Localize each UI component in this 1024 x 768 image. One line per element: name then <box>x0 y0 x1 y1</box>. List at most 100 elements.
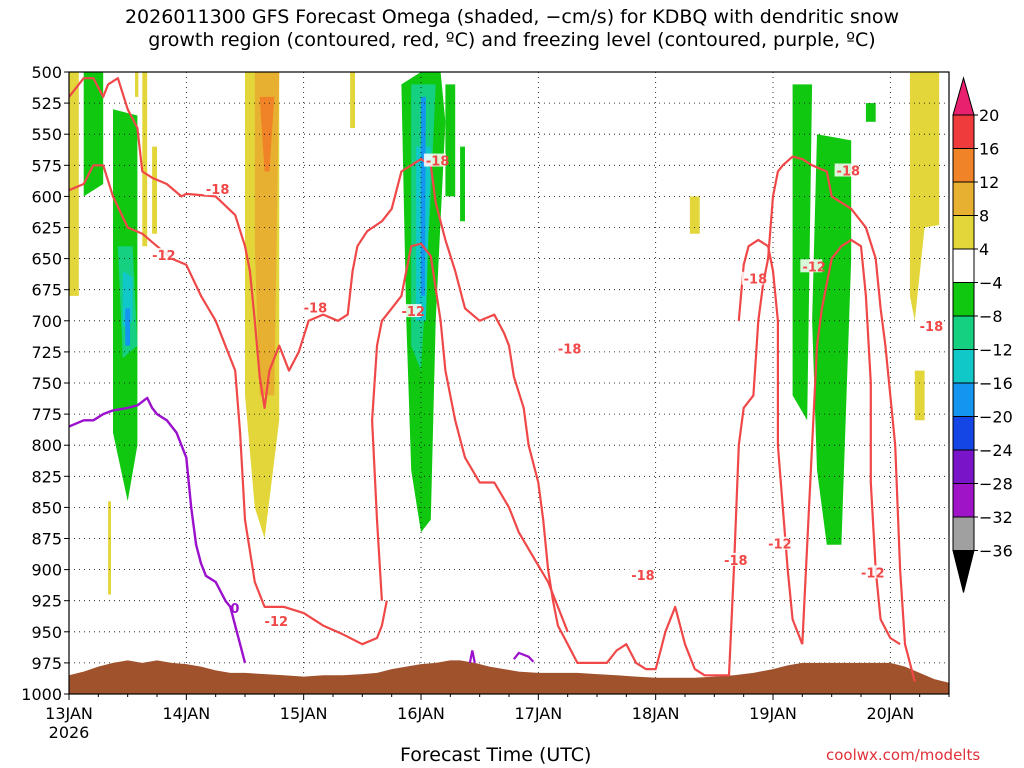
dgz-label-bg-12 <box>834 163 857 177</box>
y-tick-label-775: 775 <box>31 405 62 424</box>
y-tick-label-975: 975 <box>31 654 62 673</box>
y-tick-label-725: 725 <box>31 343 62 362</box>
y-tick-label-575: 575 <box>31 156 62 175</box>
dgz-label-bg-4 <box>423 153 446 167</box>
colorbar-box-12 <box>952 516 975 551</box>
y-tick-label-500: 500 <box>31 63 62 82</box>
title-line-1: 2026011300 GFS Forecast Omega (shaded, −… <box>124 6 900 28</box>
dgz-label-bg-13 <box>859 565 881 579</box>
omega-region-23 <box>865 103 876 122</box>
colorbar-box-5 <box>952 282 975 317</box>
y-tick-label-525: 525 <box>31 94 62 113</box>
colorbar-top-arrow <box>952 76 975 116</box>
colorbar-label-3: 8 <box>979 207 989 226</box>
colorbar-box-6 <box>952 315 975 350</box>
y-tick-label-800: 800 <box>31 436 62 455</box>
omega-region-12 <box>259 96 275 172</box>
y-tick-label-875: 875 <box>31 530 62 549</box>
colorbar-bottom-arrow <box>952 550 975 593</box>
dgz-label-bg-14 <box>917 319 940 333</box>
colorbar-box-2 <box>952 181 975 216</box>
colorbar-label-12: −32 <box>979 508 1013 527</box>
colorbar-box-11 <box>952 483 975 518</box>
dgz-label-bg-11 <box>800 259 823 273</box>
title-line-2: growth region (contoured, red, ºC) and f… <box>148 29 876 51</box>
dgz-label-bg-10 <box>766 536 789 550</box>
omega-region-8 <box>152 146 157 234</box>
omega-region-9 <box>108 501 111 595</box>
omega-region-16 <box>460 146 465 222</box>
colorbar-box-4 <box>952 248 975 283</box>
x-tick-label-16JAN: 16JAN <box>397 704 445 723</box>
dgz-label-bg-3 <box>301 300 324 314</box>
y-tick-label-850: 850 <box>31 498 62 517</box>
dgz-label-9: -18 <box>744 273 768 288</box>
omega-region-21 <box>812 134 852 545</box>
x-tick-label-20JAN: 20JAN <box>866 704 914 723</box>
x-axis-label: Forecast Time (UTC) <box>400 744 592 766</box>
y-tick-label-750: 750 <box>31 374 62 393</box>
plot-content: -18 -12 -12 -18 -18 -12 -18 -18 -18 -18 -12 -12 -18 -… <box>69 72 949 694</box>
x-tick-sublabel: 2026 <box>49 723 90 742</box>
dgz-label-bg-9 <box>741 271 764 285</box>
y-tick-label-825: 825 <box>31 467 62 486</box>
dgz-label-bg-1 <box>150 248 173 262</box>
dgz-label-3: -18 <box>304 301 328 316</box>
dgz-label-bg-6 <box>555 341 578 355</box>
colorbar-label-0: 20 <box>979 106 999 125</box>
x-tick-label-19JAN: 19JAN <box>749 704 797 723</box>
terrain <box>69 660 949 694</box>
x-tick-label-17JAN: 17JAN <box>514 704 562 723</box>
dgz-label-4: -18 <box>426 155 450 170</box>
colorbar-label-8: −16 <box>979 374 1013 393</box>
dgz-label-bg-8 <box>722 552 745 566</box>
y-tick-label-925: 925 <box>31 592 62 611</box>
y-tick-label-550: 550 <box>31 125 62 144</box>
colorbar-box-7 <box>952 349 975 384</box>
x-tick-label-14JAN: 14JAN <box>162 704 210 723</box>
y-tick-label-950: 950 <box>31 623 62 642</box>
x-tick-label-15JAN: 15JAN <box>280 704 328 723</box>
dgz-label-8: -18 <box>724 554 748 569</box>
colorbar-label-10: −24 <box>979 441 1013 460</box>
colorbar: 20 16 12 8 4 −4 −8 −12 −16 −20 −24 −28 −32 −36 <box>952 76 1013 593</box>
y-tick-label-1000: 1000 <box>21 685 62 704</box>
dgz-contour-1 <box>69 164 388 646</box>
x-tick-label-13JAN: 13JAN <box>45 704 93 723</box>
dgz-contour-0 <box>69 77 916 682</box>
dgz-label-2: -12 <box>265 615 289 630</box>
freezing-level-contour <box>69 396 247 664</box>
dgz-label-1: -12 <box>152 249 176 264</box>
colorbar-label-11: −28 <box>979 475 1013 494</box>
omega-region-13 <box>350 72 355 128</box>
colorbar-box-0 <box>952 114 975 149</box>
colorbar-label-5: −4 <box>979 274 1003 293</box>
dgz-label-7: -18 <box>631 569 655 584</box>
dgz-contour-2 <box>371 242 569 633</box>
colorbar-label-6: −8 <box>979 307 1003 326</box>
freezing-level-label: 0 <box>230 602 239 617</box>
dgz-label-12: -18 <box>837 165 861 180</box>
plot-area: -18 -12 -12 -18 -18 -12 -18 -18 -18 -18 -12 -12 -18 -… <box>69 72 949 694</box>
dgz-label-bg-0 <box>203 182 226 196</box>
omega-region-22 <box>792 84 813 421</box>
omega-region-25 <box>914 370 925 421</box>
colorbar-box-1 <box>952 148 975 183</box>
freezing-level-blip-0 <box>468 650 476 664</box>
dgz-label-11: -12 <box>802 260 826 275</box>
dgz-contour-4 <box>801 238 901 646</box>
colorbar-label-7: −12 <box>979 341 1013 360</box>
site-credit: coolwx.com/modelts <box>826 746 981 764</box>
omega-region-7 <box>135 72 139 97</box>
colorbar-label-2: 12 <box>979 173 999 192</box>
x-tick-label-18JAN: 18JAN <box>632 704 680 723</box>
dgz-label-6: -18 <box>558 342 582 357</box>
chart-title: 2026011300 GFS Forecast Omega (shaded, −… <box>0 6 1024 52</box>
y-tick-label-900: 900 <box>31 561 62 580</box>
colorbar-box-3 <box>952 215 975 250</box>
freezing-level-blip-1 <box>513 651 535 663</box>
omega-region-5 <box>69 72 79 296</box>
y-tick-label-650: 650 <box>31 250 62 269</box>
colorbar-label-9: −20 <box>979 408 1013 427</box>
